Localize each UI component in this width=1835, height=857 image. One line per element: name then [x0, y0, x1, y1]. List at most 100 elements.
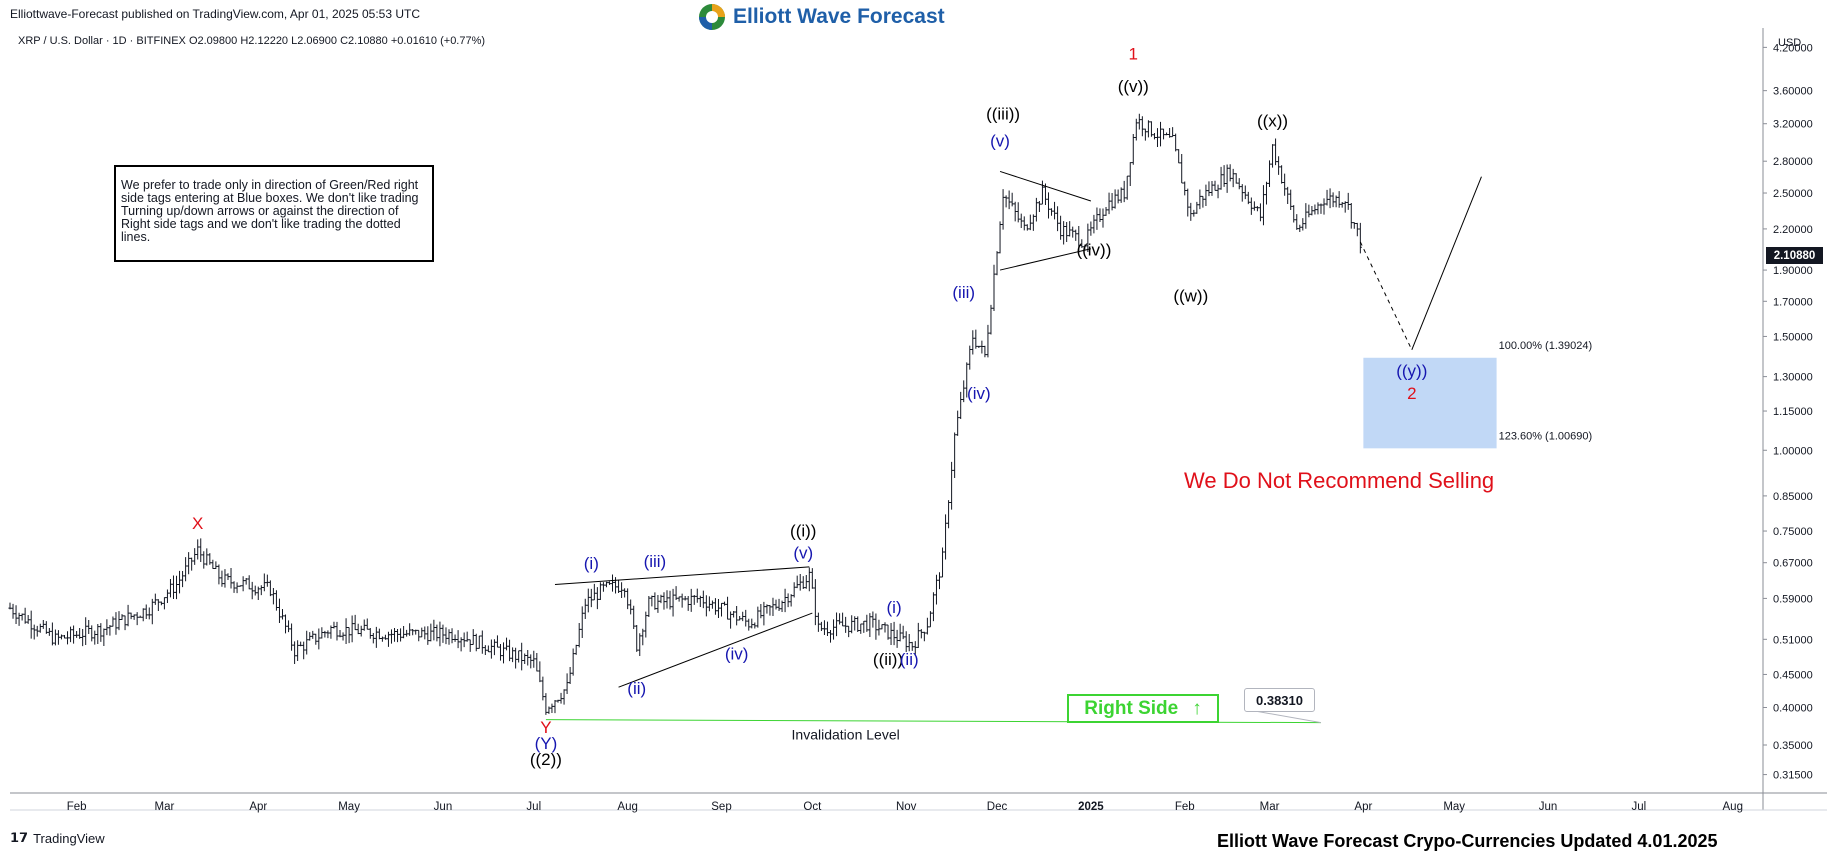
ohlc-bar [1216, 184, 1220, 199]
ohlc-bar [913, 641, 917, 656]
ohlc-bar [211, 559, 215, 570]
ohlc-bar [813, 579, 817, 626]
ohlc-bar [59, 634, 64, 640]
ohlc-bar [520, 642, 524, 671]
ohlc-bar [504, 637, 509, 651]
ohlc-bar [1043, 183, 1048, 206]
ohlc-bar [677, 596, 681, 602]
ewf-globe-icon [699, 4, 725, 30]
ohlc-bar [837, 613, 842, 625]
ohlc-bar [580, 606, 584, 639]
ohlc-bar [1252, 201, 1256, 211]
y-tick-label: 0.35000 [1773, 740, 1813, 752]
ohlc-bar [50, 622, 54, 646]
ohlc-bar [17, 612, 21, 626]
ohlc-bar [765, 604, 769, 614]
wave-label: X [192, 514, 203, 533]
ohlc-bar [501, 642, 506, 664]
ohlc-bar [480, 630, 484, 654]
ohlc-bar [87, 619, 91, 635]
ohlc-bar [722, 601, 727, 606]
y-tick-label: 0.59000 [1773, 593, 1813, 605]
ohlc-bar [719, 602, 724, 617]
ohlc-bar [1034, 197, 1038, 222]
ohlc-bar [1340, 201, 1344, 208]
x-tick-label: Apr [1354, 801, 1372, 813]
ohlc-bar [305, 630, 309, 655]
ohlc-bar [1143, 128, 1147, 141]
ohlc-bar [1298, 224, 1302, 232]
trendline [999, 248, 1091, 271]
ohlc-bar [780, 600, 784, 613]
ohlc-bar [922, 631, 926, 642]
ohlc-bar [928, 611, 933, 628]
y-tick-label: 1.50000 [1773, 331, 1813, 343]
invalidation-label: Invalidation Level [792, 727, 900, 743]
ohlc-bar [1201, 195, 1205, 208]
ohlc-bar [489, 639, 494, 659]
ohlc-bar [8, 602, 12, 610]
ohlc-bar [541, 676, 545, 701]
ohlc-bar [598, 582, 602, 600]
ohlc-bar [1346, 192, 1350, 210]
ohlc-bar [483, 645, 487, 655]
ohlc-bar [126, 604, 130, 627]
ohlc-bar [626, 588, 630, 610]
ohlc-bar [426, 626, 430, 645]
wave-label: (ii) [627, 679, 646, 698]
ohlc-bar [11, 603, 15, 619]
ohlc-bar [1095, 207, 1099, 230]
ohlc-bar [471, 629, 475, 646]
ohlc-bar [1092, 214, 1096, 234]
ohlc-bar [84, 617, 88, 645]
y-tick-label: 0.75000 [1773, 526, 1813, 538]
ohlc-bar [1222, 165, 1226, 187]
ohlc-bar [544, 693, 548, 715]
ohlc-bar [986, 324, 990, 358]
ohlc-bar [871, 611, 875, 628]
ohlc-bar [1331, 192, 1335, 208]
ohlc-bar [411, 629, 415, 636]
ohlc-bar [14, 605, 18, 624]
ohlc-bar [834, 612, 839, 637]
ohlc-bar [1086, 223, 1090, 252]
y-tick-label: 0.40000 [1773, 703, 1813, 715]
ohlc-bar [777, 598, 781, 611]
ohlc-bar [220, 570, 224, 587]
ohlc-bar [1146, 120, 1151, 138]
ohlc-bar [401, 626, 406, 639]
disclaimer-box: We prefer to trade only in direction of … [114, 165, 434, 262]
ohlc-bar [901, 625, 905, 640]
ohlc-bar [977, 345, 981, 349]
fib-level-label: 100.00% (1.39024) [1499, 340, 1593, 352]
ohlc-bar [177, 570, 182, 594]
ohlc-bar [562, 689, 566, 705]
ohlc-bar [350, 615, 354, 643]
ohlc-bar [1164, 132, 1169, 136]
ohlc-bar [1180, 154, 1184, 184]
ohlc-bar [853, 616, 857, 631]
ohlc-bar [538, 661, 542, 683]
ohlc-bar [695, 588, 699, 603]
ohlc-bar [1040, 180, 1045, 205]
ohlc-bar [32, 624, 36, 640]
ohlc-bar [150, 598, 154, 625]
wave-label: ((v)) [1118, 77, 1149, 96]
ohlc-bar [338, 629, 342, 638]
ohlc-bar [507, 639, 512, 662]
ohlc-bar [120, 614, 124, 621]
ohlc-bar [943, 514, 948, 560]
ohlc-bar [159, 601, 163, 606]
ohlc-bar [535, 653, 539, 672]
projection-dashed-line [1359, 241, 1413, 351]
ohlc-bar [653, 592, 657, 610]
ewf-logo-text: Elliott Wave Forecast [733, 5, 945, 28]
ohlc-bar [193, 548, 197, 565]
ohlc-bar [665, 590, 669, 609]
invalidation-price-callout: 0.38310 [1244, 688, 1315, 712]
ohlc-bar [638, 633, 642, 656]
ohlc-bar [1267, 160, 1272, 187]
ohlc-bar [1234, 173, 1238, 184]
y-axis-unit: USD [1778, 37, 1802, 49]
